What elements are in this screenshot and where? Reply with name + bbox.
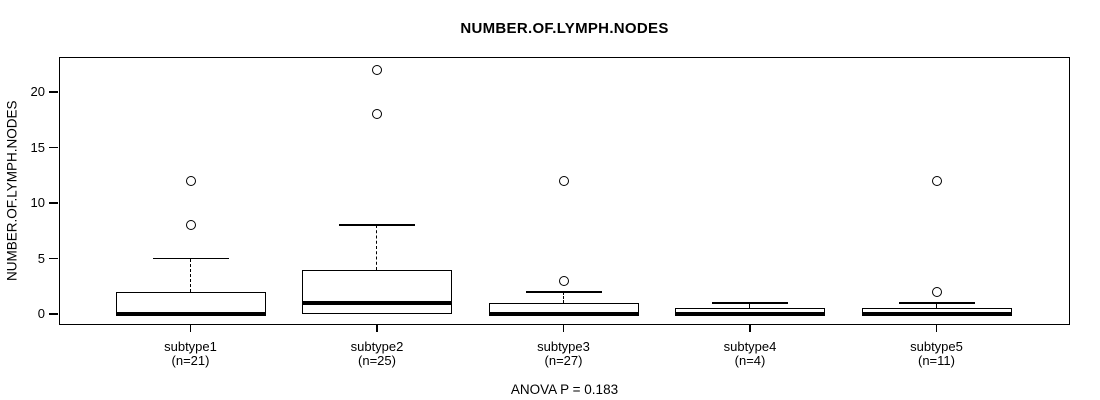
x-axis-tick <box>749 325 751 332</box>
box-iqr <box>115 291 266 314</box>
whisker-line <box>189 258 191 292</box>
y-axis-tick-label: 15 <box>30 139 45 155</box>
x-axis-tick-label: subtype2 (n=25) <box>350 339 404 368</box>
y-axis-tick <box>49 257 58 260</box>
x-axis-tick <box>935 325 938 332</box>
whisker-cap <box>898 302 975 304</box>
y-axis-tick-label: 0 <box>37 306 45 321</box>
chart-title: NUMBER.OF.LYMPH.NODES <box>460 20 669 37</box>
whisker-line <box>376 225 378 270</box>
y-axis-tick <box>49 202 58 204</box>
outlier-point <box>372 64 382 75</box>
anova-annotation: ANOVA P = 0.183 <box>510 382 619 397</box>
y-axis-tick <box>49 91 58 93</box>
whisker-cap <box>339 224 415 226</box>
outlier-point <box>185 220 196 231</box>
median-line <box>115 312 266 316</box>
whisker-cap <box>712 302 788 304</box>
y-axis-tick-label: 10 <box>30 195 45 210</box>
y-axis-tick <box>49 146 58 149</box>
y-axis-tick-label: 20 <box>30 84 45 99</box>
box-iqr <box>302 269 452 314</box>
y-axis-tick <box>49 313 58 315</box>
whisker-line <box>562 291 564 303</box>
median-line <box>861 312 1012 316</box>
x-axis-tick <box>562 325 565 332</box>
whisker-cap <box>525 291 602 293</box>
x-axis-tick-label: subtype3 (n=27) <box>537 339 590 368</box>
outlier-point <box>558 275 569 286</box>
whisker-line <box>935 302 937 309</box>
median-line <box>675 312 825 316</box>
median-line <box>302 301 452 305</box>
x-axis-tick <box>376 325 378 332</box>
x-axis-tick <box>189 325 192 332</box>
outlier-point <box>372 109 382 120</box>
outlier-point <box>931 175 942 186</box>
outlier-point <box>931 286 942 297</box>
x-axis-tick-label: subtype1 (n=21) <box>164 339 217 368</box>
x-axis-tick-label: subtype4 (n=4) <box>723 339 777 368</box>
whisker-line <box>749 302 751 309</box>
x-axis-tick-label: subtype5 (n=11) <box>910 339 963 368</box>
whisker-cap <box>152 257 229 260</box>
outlier-point <box>185 175 196 186</box>
outlier-point <box>558 175 569 186</box>
median-line <box>488 312 639 316</box>
y-axis-tick-label: 5 <box>37 250 45 266</box>
